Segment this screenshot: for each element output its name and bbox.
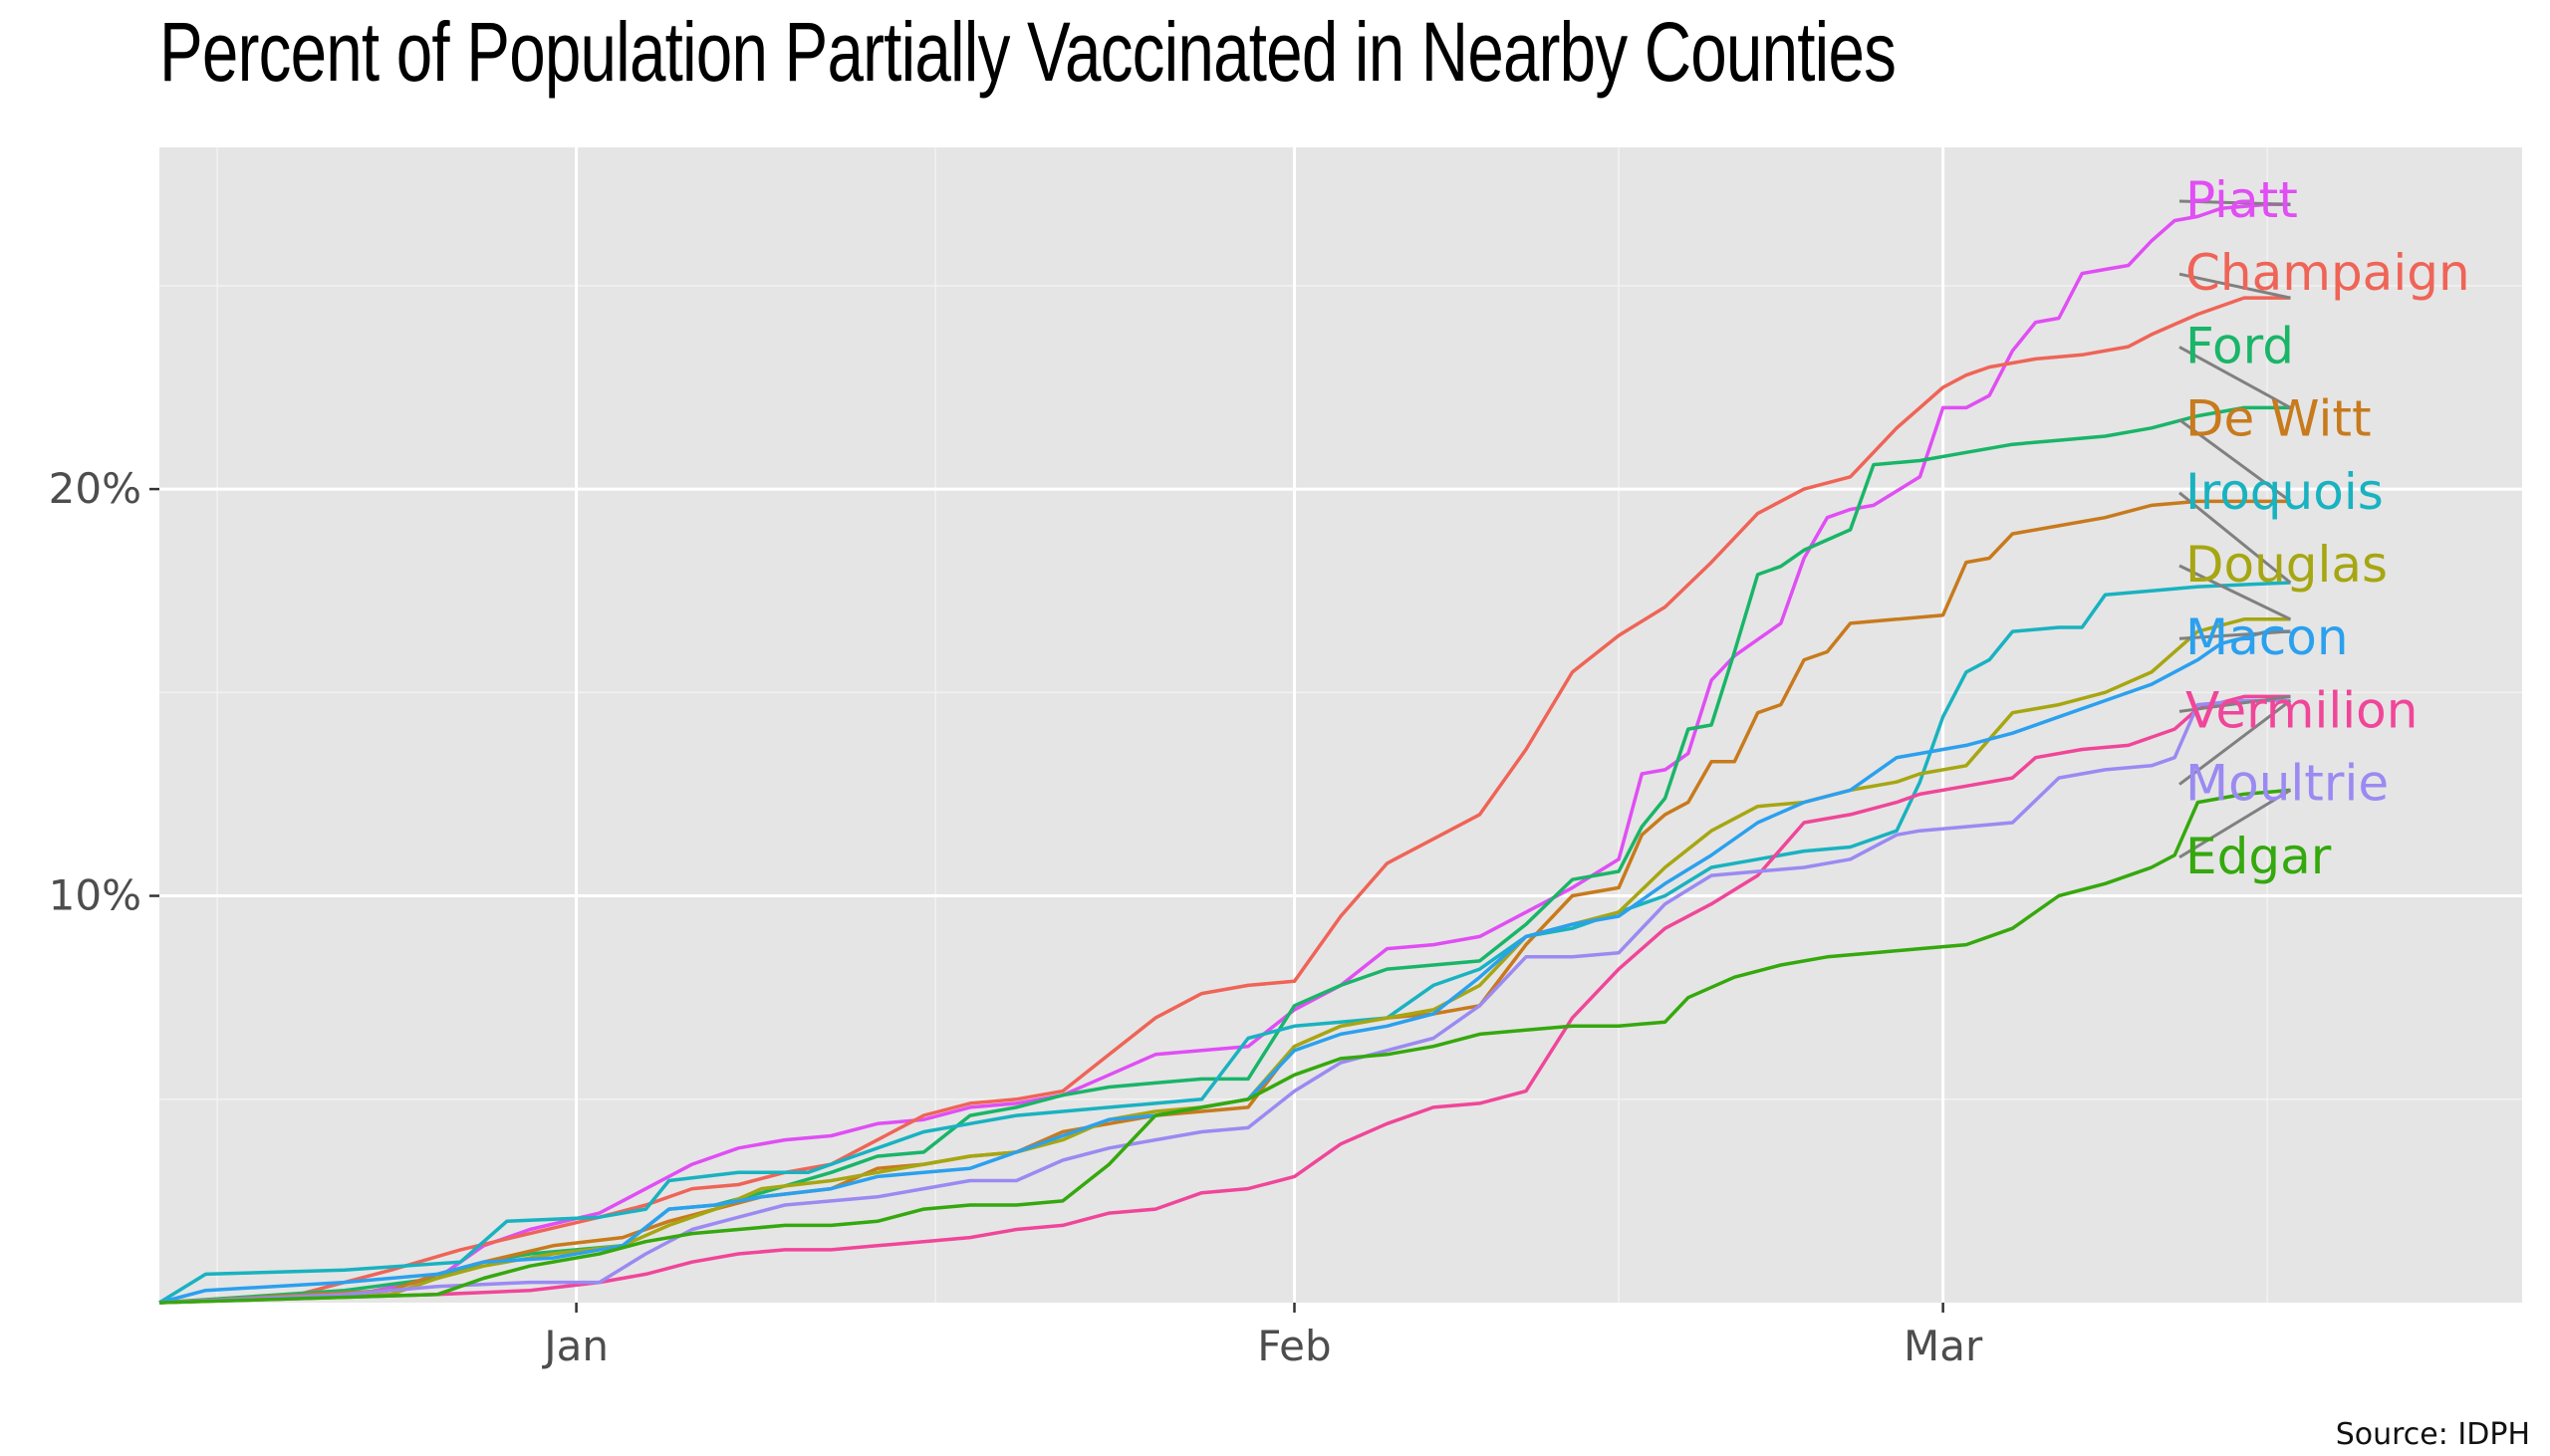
source-note: Source: IDPH: [2335, 1417, 2530, 1452]
leader-line: [2178, 694, 2291, 713]
series-line-vermilion: [158, 694, 2291, 1305]
major-gridlines: [159, 147, 2522, 1303]
leader-line: [2178, 491, 2292, 585]
series-label-macon: Macon: [2185, 608, 2349, 666]
axis-ticks: [149, 487, 1944, 1313]
minor-gridlines: [159, 147, 2522, 1303]
leader-line: [2178, 418, 2292, 503]
series-line-champaign: [158, 296, 2291, 1305]
leader-line: [2178, 564, 2292, 621]
leader-line: [2178, 629, 2291, 640]
series-label-iroquois: Iroquois: [2185, 463, 2384, 521]
series-labels: Piatt Champaign Ford De Witt Iroquois Douglas…: [2185, 171, 2470, 885]
x-tick-label: Feb: [1257, 1322, 1331, 1370]
series-label-edgar: Edgar: [2185, 828, 2332, 885]
label-leader-lines: [2178, 199, 2292, 859]
y-tick-label: 10%: [49, 871, 141, 920]
series-line-macon: [158, 629, 2291, 1305]
leader-line: [2178, 199, 2291, 206]
series-line-douglas: [158, 617, 2291, 1305]
leader-line: [2178, 346, 2292, 409]
series-label-douglas: Douglas: [2185, 536, 2388, 594]
series-label-piatt: Piatt: [2185, 171, 2298, 229]
plot-panel: [159, 147, 2522, 1303]
leader-line: [2178, 272, 2291, 300]
series-lines: [158, 202, 2291, 1305]
series-label-moultrie: Moultrie: [2185, 755, 2389, 813]
x-axis-labels: Jan Feb Mar: [541, 1322, 1983, 1370]
series-line-iroquois: [158, 581, 2291, 1305]
series-label-vermilion: Vermilion: [2185, 681, 2418, 739]
y-axis-labels: 10% 20%: [49, 464, 141, 919]
chart-title: Percent of Population Partially Vaccinat…: [159, 5, 1897, 99]
leader-line: [2178, 699, 2292, 786]
series-line-edgar: [158, 788, 2291, 1305]
series-label-ford: Ford: [2185, 317, 2294, 374]
series-label-de-witt: De Witt: [2185, 390, 2372, 448]
series-line-moultrie: [158, 698, 2291, 1305]
series-label-champaign: Champaign: [2185, 244, 2470, 302]
x-tick-label: Jan: [541, 1322, 609, 1370]
leader-line: [2178, 789, 2292, 859]
x-tick-label: Mar: [1904, 1322, 1983, 1370]
series-line-piatt: [158, 202, 2291, 1305]
y-tick-label: 20%: [49, 464, 141, 513]
